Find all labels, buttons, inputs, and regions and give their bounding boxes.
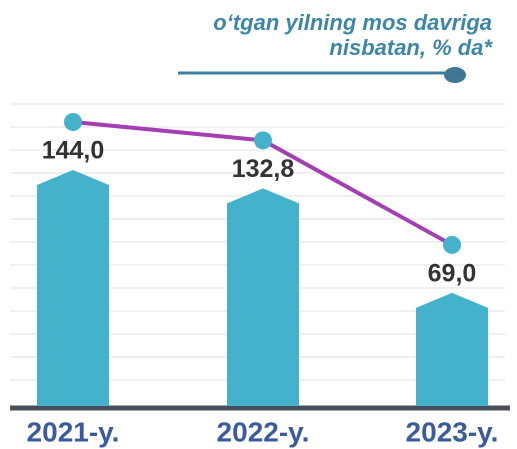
x-tick-label: 2021-y. <box>27 416 120 447</box>
x-tick-label: 2022-y. <box>217 416 310 447</box>
data-label: 144,0 <box>42 137 105 165</box>
x-tick-label: 2023-y. <box>406 416 499 447</box>
bar <box>416 292 488 406</box>
data-label: 132,8 <box>232 155 295 183</box>
data-label: 69,0 <box>428 260 477 288</box>
line-marker <box>443 235 461 254</box>
legend-marker <box>444 67 466 83</box>
legend-label: o‘tgan yilning mos davriga nisbatan, % d… <box>213 10 492 60</box>
line-marker <box>64 113 82 131</box>
bar <box>37 170 109 406</box>
bar <box>227 188 299 406</box>
line-marker <box>254 131 272 150</box>
